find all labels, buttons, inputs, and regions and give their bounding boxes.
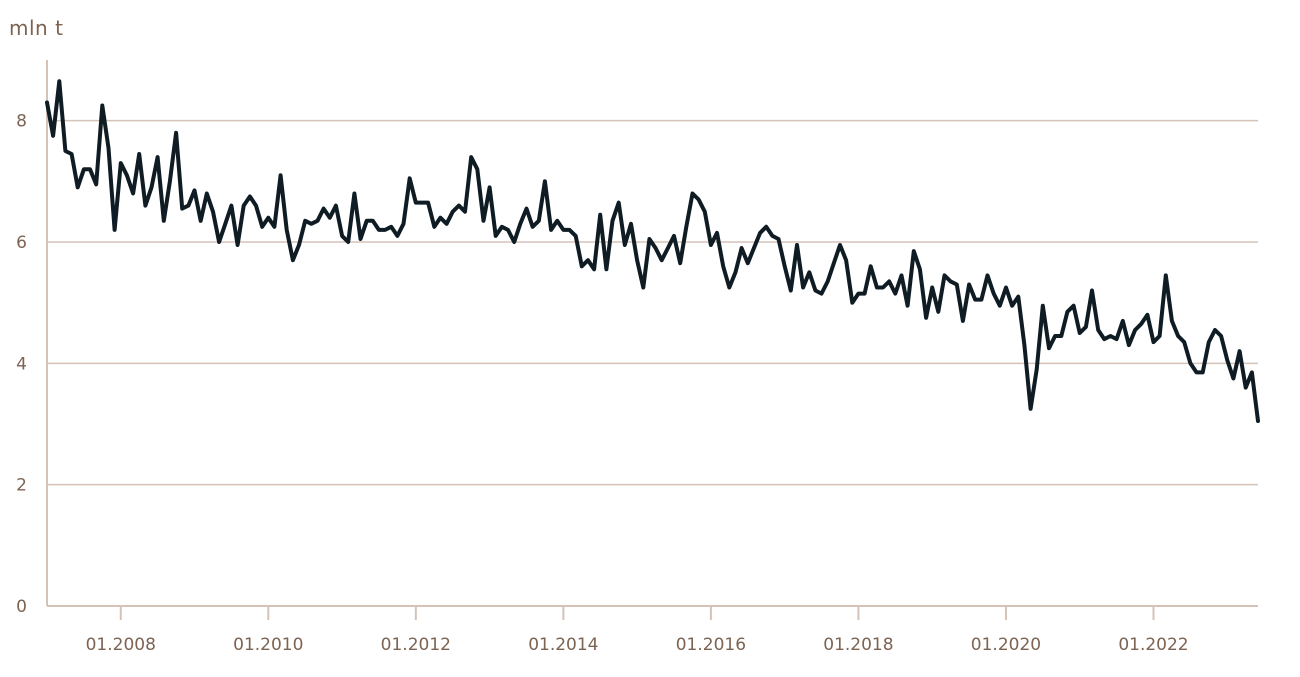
- x-tick-label: 01.2010: [233, 635, 303, 655]
- gridlines: [47, 119, 1258, 486]
- x-tick-label: 01.2022: [1118, 635, 1188, 655]
- axes: [46, 60, 1258, 607]
- x-tick-label: 01.2020: [971, 635, 1041, 655]
- y-tick-label: 0: [16, 597, 27, 617]
- y-tick-label: 6: [16, 233, 27, 253]
- y-tick-label: 2: [16, 476, 27, 496]
- x-tick-label: 01.2014: [528, 635, 598, 655]
- series-line: [45, 79, 1260, 423]
- x-tick-label: 01.2016: [676, 635, 746, 655]
- y-axis-unit-label: mln t: [9, 16, 64, 40]
- x-axis-ticks: 01.2008 01.2010 01.2012 01.2014 01.2016 01.20…: [86, 606, 1189, 655]
- y-axis-ticks: 0 2 4 6 8: [16, 112, 27, 617]
- x-tick-label: 01.2012: [381, 635, 451, 655]
- y-tick-label: 8: [16, 112, 27, 132]
- x-tick-label: 01.2008: [86, 635, 156, 655]
- x-tick-label: 01.2018: [823, 635, 893, 655]
- y-tick-label: 4: [16, 354, 27, 374]
